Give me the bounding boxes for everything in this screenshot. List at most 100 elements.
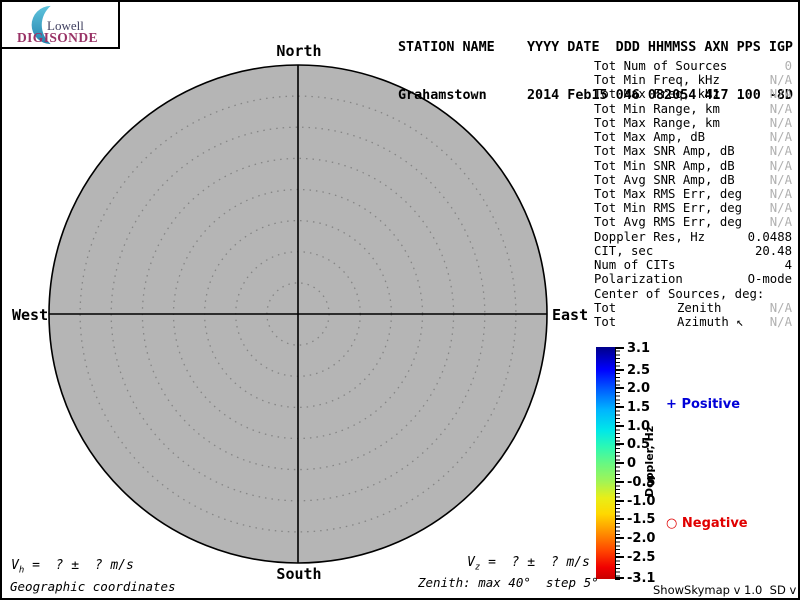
colorbar-major-tick xyxy=(616,536,624,539)
colorbar-tick-label: -2.5 xyxy=(627,549,656,565)
colorbar-major-tick xyxy=(616,406,624,408)
stats-label: Polarization xyxy=(594,272,683,287)
colorbar-major-tick xyxy=(616,518,624,520)
stats-row: Tot Max RMS Err, deg N/A xyxy=(594,187,792,201)
stats-value: N/A xyxy=(769,87,792,102)
stats-row: Tot Min RMS Err, deg N/A xyxy=(594,201,792,215)
colorbar-major-tick xyxy=(616,443,624,445)
header-column-labels: STATION NAME YYYY DATE DDD HHMMSS AXN PP… xyxy=(397,40,793,55)
stats-label: Tot Avg RMS Err, deg xyxy=(594,215,743,230)
stats-value: 0 xyxy=(784,59,792,73)
colorbar-title: Doppler, Hz xyxy=(643,425,656,497)
header-station-values: Grahamstown 2014 Feb15 046 082054 417 10… xyxy=(397,88,793,103)
colorbar-major-tick xyxy=(616,480,624,483)
stats-label: Tot xyxy=(594,300,617,315)
header-block: STATION NAME YYYY DATE DDD HHMMSS AXN PP… xyxy=(398,8,793,136)
coordinates-label: Geographic coordinates xyxy=(10,579,176,594)
stats-value: N/A xyxy=(769,186,792,201)
colorbar-tick-label: 2.0 xyxy=(627,381,651,396)
stats-value: N/A xyxy=(769,314,792,329)
stats-value: N/A xyxy=(769,215,792,230)
stats-label: Tot Avg SNR Amp, dB xyxy=(594,172,735,187)
colorbar-tick-label: 2.5 xyxy=(627,362,651,378)
stats-value: N/A xyxy=(769,144,792,159)
stats-value: N/A xyxy=(769,130,792,145)
compass-label-west: West xyxy=(12,306,49,324)
stats-value: N/A xyxy=(769,201,792,216)
logo-box: Lowell DIGISONDE xyxy=(2,2,120,49)
stats-panel: Tot Num of Sources 0 Tot Min Freq, kHz N/A… xyxy=(594,59,792,329)
stats-value: O-mode xyxy=(747,272,792,287)
stats-row: Num of CITs 4 xyxy=(594,258,792,272)
logo-digisonde-text: DIGISONDE xyxy=(17,30,98,45)
colorbar-tick-label: -1.0 xyxy=(627,493,656,509)
stats-label: Num of CITs xyxy=(594,258,676,273)
compass-label-north: North xyxy=(276,42,322,60)
stats-value: N/A xyxy=(769,115,792,130)
colorbar-axis xyxy=(615,347,616,580)
stats-label: Tot Max Range, km xyxy=(594,115,720,130)
colorbar-tick-label: -3.1 xyxy=(627,571,656,586)
zenith-range-label: Zenith: max 40° step 5° xyxy=(418,575,599,590)
vz-velocity-readout: Vz = ? ± ? m/s xyxy=(467,555,590,573)
stats-row: Tot Min SNR Amp, dB N/A xyxy=(594,159,792,173)
compass-label-south: South xyxy=(276,565,322,583)
logo-lowell-text: Lowell xyxy=(47,18,84,33)
stats-label: Tot Num of Sources xyxy=(594,59,728,73)
stats-row: Tot Max Amp, dB N/A xyxy=(594,130,792,144)
stats-label: Tot Min RMS Err, deg xyxy=(594,201,743,216)
colorbar-gradient xyxy=(596,347,615,579)
circle-marker-icon: ○ xyxy=(666,516,678,531)
stats-label: Tot Max RMS Err, deg xyxy=(594,186,743,201)
colorbar-major-tick xyxy=(616,424,624,427)
stats-row: Tot Max SNR Amp, dB N/A xyxy=(594,144,792,158)
stats-value: 20.48 xyxy=(754,243,792,258)
stats-row: CIT, sec 20.48 xyxy=(594,244,792,258)
colorbar-tick-label: 1.0 xyxy=(627,418,651,434)
colorbar-tick-label: -2.0 xyxy=(627,530,656,546)
colorbar-tick-label: 0 xyxy=(627,456,637,471)
colorbar-major-tick xyxy=(616,387,624,389)
stats-label: Tot Max SNR Amp, dB xyxy=(594,144,735,159)
lowell-crescent-icon xyxy=(31,5,51,45)
vh-velocity-readout: Vh = ? ± ? m/s xyxy=(11,558,134,576)
stats-row: Tot Avg SNR Amp, dB N/A xyxy=(594,173,792,187)
doppler-colorbar: 3.1 2.5 2.0 1.5 1.0 0.5 0 -0.5 -1.0 -1.5… xyxy=(596,342,796,586)
stats-value: 4 xyxy=(784,258,792,273)
stats-row: Doppler Res, Hz 0.0488 xyxy=(594,230,792,244)
stats-row: Tot Azimuth ↖ N/A xyxy=(594,315,792,329)
stats-value: N/A xyxy=(769,158,792,173)
stats-value: N/A xyxy=(769,300,792,315)
colorbar-tick-label: 3.1 xyxy=(627,341,651,356)
stats-value: N/A xyxy=(769,172,792,187)
stats-label: CIT, sec xyxy=(594,243,654,258)
stats-row: Tot Avg RMS Err, deg N/A xyxy=(594,215,792,229)
colorbar-major-tick xyxy=(616,499,624,502)
center-of-sources-header: Center of Sources, deg: xyxy=(594,286,765,301)
colorbar-major-tick xyxy=(616,577,624,579)
colorbar-tick-label: 0.5 xyxy=(627,437,651,452)
stats-label: Tot Min SNR Amp, dB xyxy=(594,158,735,173)
stats-label: Tot Min Range, km xyxy=(594,101,720,116)
stats-row: Polarization O-mode xyxy=(594,272,792,286)
colorbar-tick-label: -1.5 xyxy=(627,512,656,527)
stats-row: Tot Num of Sources 0 xyxy=(594,59,792,73)
stats-label: Doppler Res, Hz xyxy=(594,229,706,244)
colorbar-major-tick xyxy=(616,555,624,558)
stats-value: N/A xyxy=(769,73,792,88)
version-label: ShowSkymap v 1.0 SD v 5.1 xyxy=(653,583,797,597)
stats-row: Tot Max Range, km N/A xyxy=(594,116,792,130)
stats-label: Tot xyxy=(594,314,617,329)
compass-label-east: East xyxy=(552,306,589,324)
colorbar-major-tick xyxy=(616,462,624,464)
stats-sublabel: Azimuth ↖ xyxy=(677,314,744,329)
colorbar-major-tick xyxy=(616,368,624,371)
stats-sublabel: Zenith xyxy=(677,300,722,315)
stats-value: 0.0488 xyxy=(747,229,792,244)
stats-label: Tot Max Amp, dB xyxy=(594,130,706,145)
plus-marker-icon: + xyxy=(666,397,677,412)
stats-label: Tot Min Freq, kHz xyxy=(594,73,720,88)
stats-row: Tot Min Range, km N/A xyxy=(594,102,792,116)
